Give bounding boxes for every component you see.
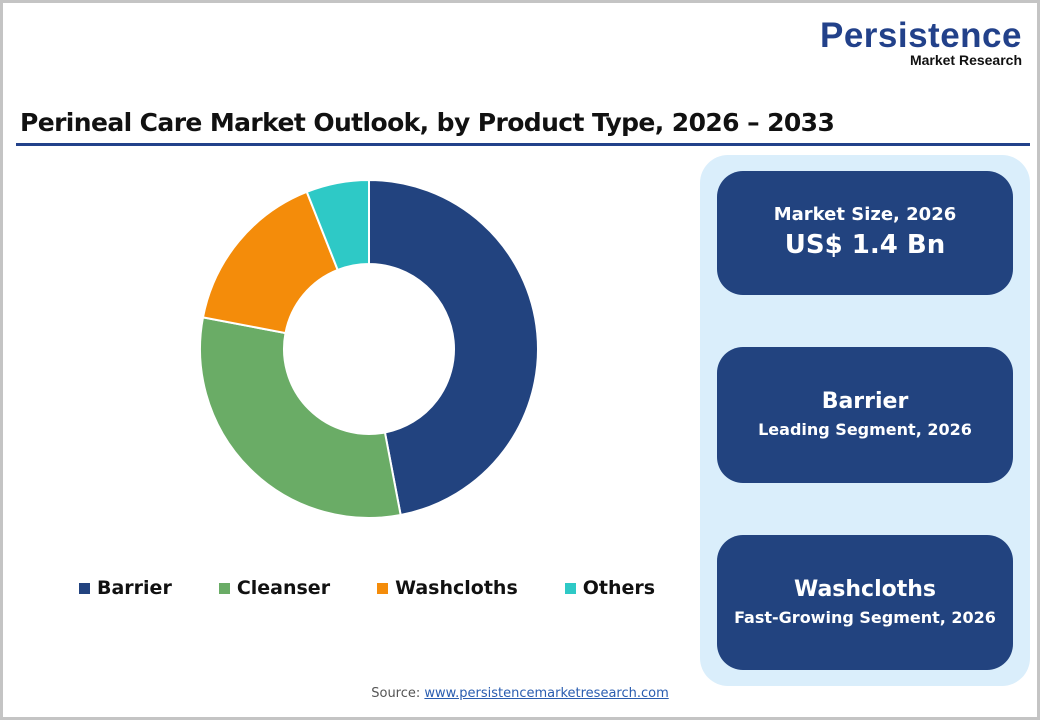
legend-item-cleanser: Cleanser <box>218 577 331 599</box>
fast-growing-segment-card: Washcloths Fast-Growing Segment, 2026 <box>717 535 1013 670</box>
legend-label: Washcloths <box>395 577 518 599</box>
chart-legend: Barrier Cleanser Washcloths Others <box>79 577 702 599</box>
kpi-panel: Market Size, 2026 US$ 1.4 Bn Barrier Lea… <box>700 155 1030 686</box>
legend-swatch-icon <box>218 582 230 594</box>
leading-segment-name: Barrier <box>821 389 909 414</box>
chart-title: Perineal Care Market Outlook, by Product… <box>20 108 835 137</box>
legend-label: Barrier <box>97 577 172 599</box>
donut-slice-others <box>305 179 370 272</box>
market-size-card: Market Size, 2026 US$ 1.4 Bn <box>717 171 1013 295</box>
source-link[interactable]: www.persistencemarketresearch.com <box>424 686 669 701</box>
donut-slice-cleanser <box>199 316 402 519</box>
title-underline <box>16 143 1030 146</box>
legend-label: Others <box>582 577 656 599</box>
market-size-label: Market Size, 2026 <box>773 204 957 225</box>
legend-item-barrier: Barrier <box>79 577 172 599</box>
leading-segment-card: Barrier Leading Segment, 2026 <box>717 347 1013 483</box>
fast-growing-segment-label: Fast-Growing Segment, 2026 <box>734 607 996 627</box>
leading-segment-label: Leading Segment, 2026 <box>758 420 972 439</box>
legend-label: Cleanser <box>236 577 331 599</box>
source-label: Source: <box>371 686 421 701</box>
source-line: Source: www.persistencemarketresearch.co… <box>0 686 1040 701</box>
donut-slice-barrier <box>368 179 539 517</box>
legend-swatch-icon <box>564 582 576 594</box>
legend-swatch-icon <box>79 582 90 594</box>
donut-chart <box>199 179 539 519</box>
persistence-logo: Persistence Market Research <box>819 16 1022 68</box>
legend-item-others: Others <box>564 577 656 599</box>
logo-tagline: Market Research <box>909 52 1022 68</box>
logo-wordmark: Persistence <box>819 16 1022 55</box>
legend-swatch-icon <box>377 582 389 594</box>
market-size-value: US$ 1.4 Bn <box>784 230 946 260</box>
fast-growing-segment-name: Washcloths <box>793 576 937 602</box>
legend-item-washcloths: Washcloths <box>377 577 518 599</box>
